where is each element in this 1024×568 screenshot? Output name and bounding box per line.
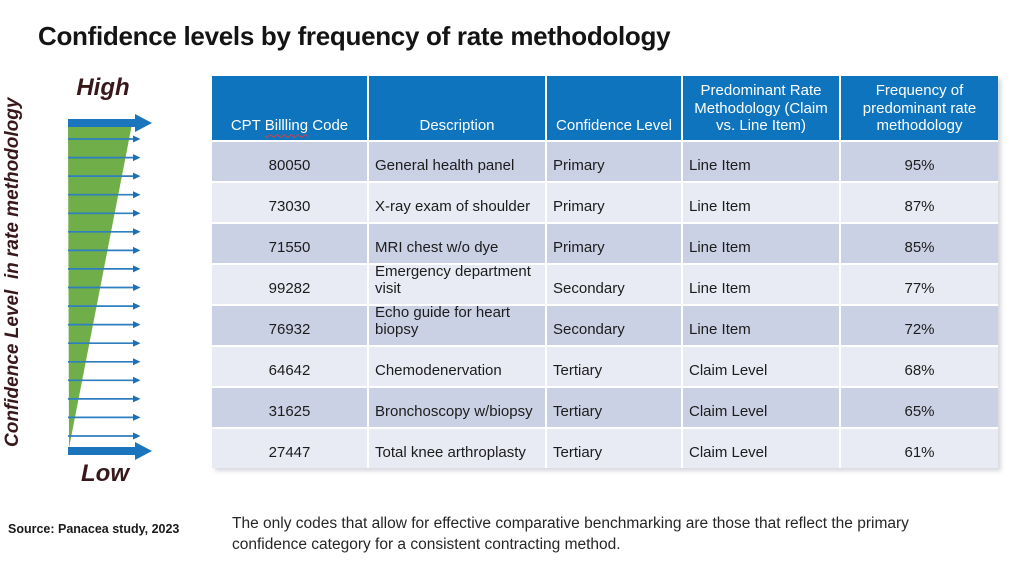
cell-cpt-code: 80050	[212, 142, 367, 181]
funnel-low-label: Low	[81, 460, 129, 487]
cell-frequency: 61%	[841, 429, 998, 468]
cell-confidence: Primary	[547, 142, 681, 181]
cell-description: Total knee arthroplasty	[369, 429, 545, 468]
cell-confidence: Tertiary	[547, 429, 681, 468]
cell-cpt-code: 71550	[212, 224, 367, 263]
cell-description: Echo guide for heart biopsy	[369, 304, 545, 345]
funnel-axis-label: Confidence Level in rate methodology	[2, 97, 23, 447]
header-frequency: Frequency of predominant rate methodolog…	[841, 76, 998, 140]
cell-methodology: Line Item	[683, 224, 839, 263]
cell-cpt-code: 31625	[212, 388, 367, 427]
funnel-top-arrow	[68, 114, 152, 132]
header-confidence-level: Confidence Level	[547, 76, 681, 140]
cell-description: MRI chest w/o dye	[369, 224, 545, 263]
cell-frequency: 95%	[841, 142, 998, 181]
cell-cpt-code: 27447	[212, 429, 367, 468]
rate-methodology-table: CPT Billling Code Description Confidence…	[212, 76, 998, 468]
cell-methodology: Claim Level	[683, 347, 839, 386]
cell-frequency: 77%	[841, 265, 998, 304]
header-col1-misspelled-word: Billling	[264, 117, 309, 135]
funnel-ticks	[68, 135, 141, 440]
cell-frequency: 72%	[841, 306, 998, 345]
header-col1-prefix: CPT	[230, 117, 265, 135]
funnel-triangle	[68, 119, 133, 448]
cell-cpt-code: 76932	[212, 306, 367, 345]
cell-methodology: Line Item	[683, 142, 839, 181]
funnel-bottom-arrow	[68, 442, 152, 460]
cell-description: Chemodenervation	[369, 347, 545, 386]
cell-confidence: Secondary	[547, 265, 681, 304]
header-description: Description	[369, 76, 545, 140]
slide-caption: The only codes that allow for effective …	[232, 515, 909, 553]
cell-description: Bronchoscopy w/biopsy	[369, 388, 545, 427]
cell-description: Emergency department visit	[369, 263, 545, 304]
cell-methodology: Claim Level	[683, 429, 839, 468]
cell-cpt-code: 73030	[212, 183, 367, 222]
cell-frequency: 85%	[841, 224, 998, 263]
header-cpt-billing-code: CPT Billling Code	[212, 76, 367, 140]
cell-confidence: Tertiary	[547, 388, 681, 427]
cell-description: X-ray exam of shoulder	[369, 183, 545, 222]
cell-confidence: Secondary	[547, 306, 681, 345]
cell-frequency: 65%	[841, 388, 998, 427]
cell-description: General health panel	[369, 142, 545, 181]
cell-methodology: Line Item	[683, 306, 839, 345]
cell-cpt-code: 64642	[212, 347, 367, 386]
cell-cpt-code: 99282	[212, 265, 367, 304]
cell-frequency: 87%	[841, 183, 998, 222]
source-note: Source: Panacea study, 2023	[8, 522, 180, 536]
cell-methodology: Line Item	[683, 183, 839, 222]
cell-confidence: Tertiary	[547, 347, 681, 386]
cell-methodology: Claim Level	[683, 388, 839, 427]
header-predominant-rate-methodology: Predominant Rate Methodology (Claim vs. …	[683, 76, 839, 140]
cell-confidence: Primary	[547, 183, 681, 222]
cell-confidence: Primary	[547, 224, 681, 263]
cell-methodology: Line Item	[683, 265, 839, 304]
header-col1-suffix: Code	[308, 117, 349, 135]
slide-title: Confidence levels by frequency of rate m…	[38, 21, 671, 52]
cell-frequency: 68%	[841, 347, 998, 386]
funnel-high-label: High	[76, 74, 130, 101]
